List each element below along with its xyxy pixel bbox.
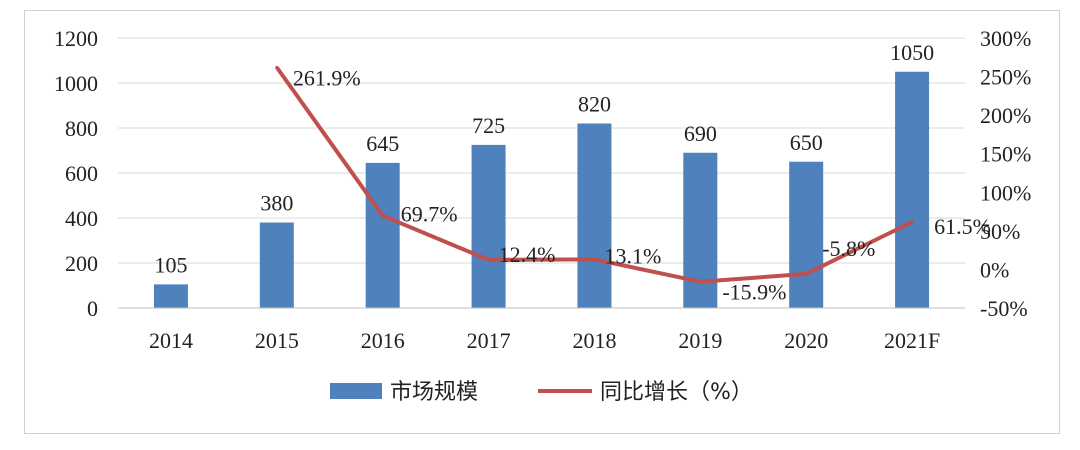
y-left-tick-label: 400 bbox=[65, 206, 98, 231]
y-left-tick-label: 1200 bbox=[54, 26, 98, 51]
bar-data-label: 380 bbox=[260, 191, 293, 216]
y-right-tick-label: 200% bbox=[980, 103, 1031, 128]
line-point bbox=[381, 214, 385, 218]
bar bbox=[471, 144, 506, 308]
line-point bbox=[592, 257, 596, 261]
line-data-label: -15.9% bbox=[722, 280, 786, 305]
legend-label-line: 同比增长（%） bbox=[600, 380, 753, 405]
x-axis: 2014 2015 2016 2017 2018 2019 2020 2021F bbox=[118, 307, 965, 353]
y-right-tick-label: -50% bbox=[980, 296, 1028, 321]
line-data-label: 261.9% bbox=[293, 65, 361, 90]
line-point bbox=[804, 272, 808, 276]
line-data-label: 13.1% bbox=[604, 243, 661, 268]
bar-data-label: 820 bbox=[578, 92, 611, 117]
x-tick-label: 2020 bbox=[784, 328, 828, 353]
y-left-tick-label: 200 bbox=[65, 251, 98, 276]
y-right-tick-label: 100% bbox=[980, 180, 1031, 205]
bar bbox=[895, 71, 930, 308]
x-tick-label: 2015 bbox=[255, 328, 299, 353]
y-right-tick-label: 0% bbox=[980, 257, 1009, 282]
y-left-tick-label: 0 bbox=[87, 296, 98, 321]
x-tick-label: 2016 bbox=[361, 328, 405, 353]
y-axis-left: 0 200 400 600 800 1000 1200 bbox=[54, 26, 98, 321]
y-axis-right: -50% 0% 50% 100% 150% 200% 250% 300% bbox=[980, 26, 1031, 321]
y-left-tick-label: 800 bbox=[65, 116, 98, 141]
line-data-labels: 261.9% 69.7% 12.4% 13.1% -15.9% -5.8% 61.5% bbox=[293, 65, 991, 304]
line-data-label: 61.5% bbox=[934, 214, 991, 239]
bar bbox=[153, 284, 188, 308]
line-point bbox=[275, 65, 279, 69]
line-data-label: -5.8% bbox=[822, 236, 875, 261]
bar bbox=[365, 162, 400, 308]
x-tick-label: 2014 bbox=[149, 328, 193, 353]
line-point bbox=[698, 280, 702, 284]
bar bbox=[683, 152, 718, 308]
y-left-tick-label: 1000 bbox=[54, 71, 98, 96]
x-tick-label: 2019 bbox=[678, 328, 722, 353]
y-right-tick-label: 250% bbox=[980, 65, 1031, 90]
y-right-tick-label: 50% bbox=[980, 219, 1020, 244]
bar-series bbox=[153, 71, 930, 308]
line-data-label: 12.4% bbox=[499, 242, 556, 267]
bar-data-label: 650 bbox=[790, 130, 823, 155]
bar-data-label: 645 bbox=[366, 131, 399, 156]
y-right-tick-label: 300% bbox=[980, 26, 1031, 51]
bar bbox=[259, 222, 294, 308]
bar-data-label: 105 bbox=[154, 252, 187, 277]
bar bbox=[789, 161, 824, 308]
bar-data-label: 1050 bbox=[890, 40, 934, 65]
y-left-tick-label: 600 bbox=[65, 161, 98, 186]
line-series bbox=[275, 65, 914, 284]
legend-label-bar: 市场规模 bbox=[390, 380, 478, 405]
bar-data-labels: 105 380 645 725 820 690 650 1050 bbox=[154, 40, 934, 278]
bar bbox=[577, 123, 612, 308]
gridlines bbox=[118, 37, 965, 309]
bar-data-label: 725 bbox=[472, 113, 505, 138]
line-point bbox=[487, 258, 491, 262]
x-tick-label: 2017 bbox=[467, 328, 511, 353]
y-right-tick-label: 150% bbox=[980, 142, 1031, 167]
legend: 市场规模 同比增长（%） bbox=[330, 380, 753, 405]
line-data-label: 69.7% bbox=[401, 202, 458, 227]
chart-frame bbox=[24, 10, 1060, 434]
legend-swatch-bar bbox=[330, 383, 382, 399]
line-point bbox=[910, 220, 914, 224]
x-tick-label: 2021F bbox=[884, 328, 940, 353]
x-tick-label: 2018 bbox=[572, 328, 616, 353]
bar-data-label: 690 bbox=[684, 121, 717, 146]
